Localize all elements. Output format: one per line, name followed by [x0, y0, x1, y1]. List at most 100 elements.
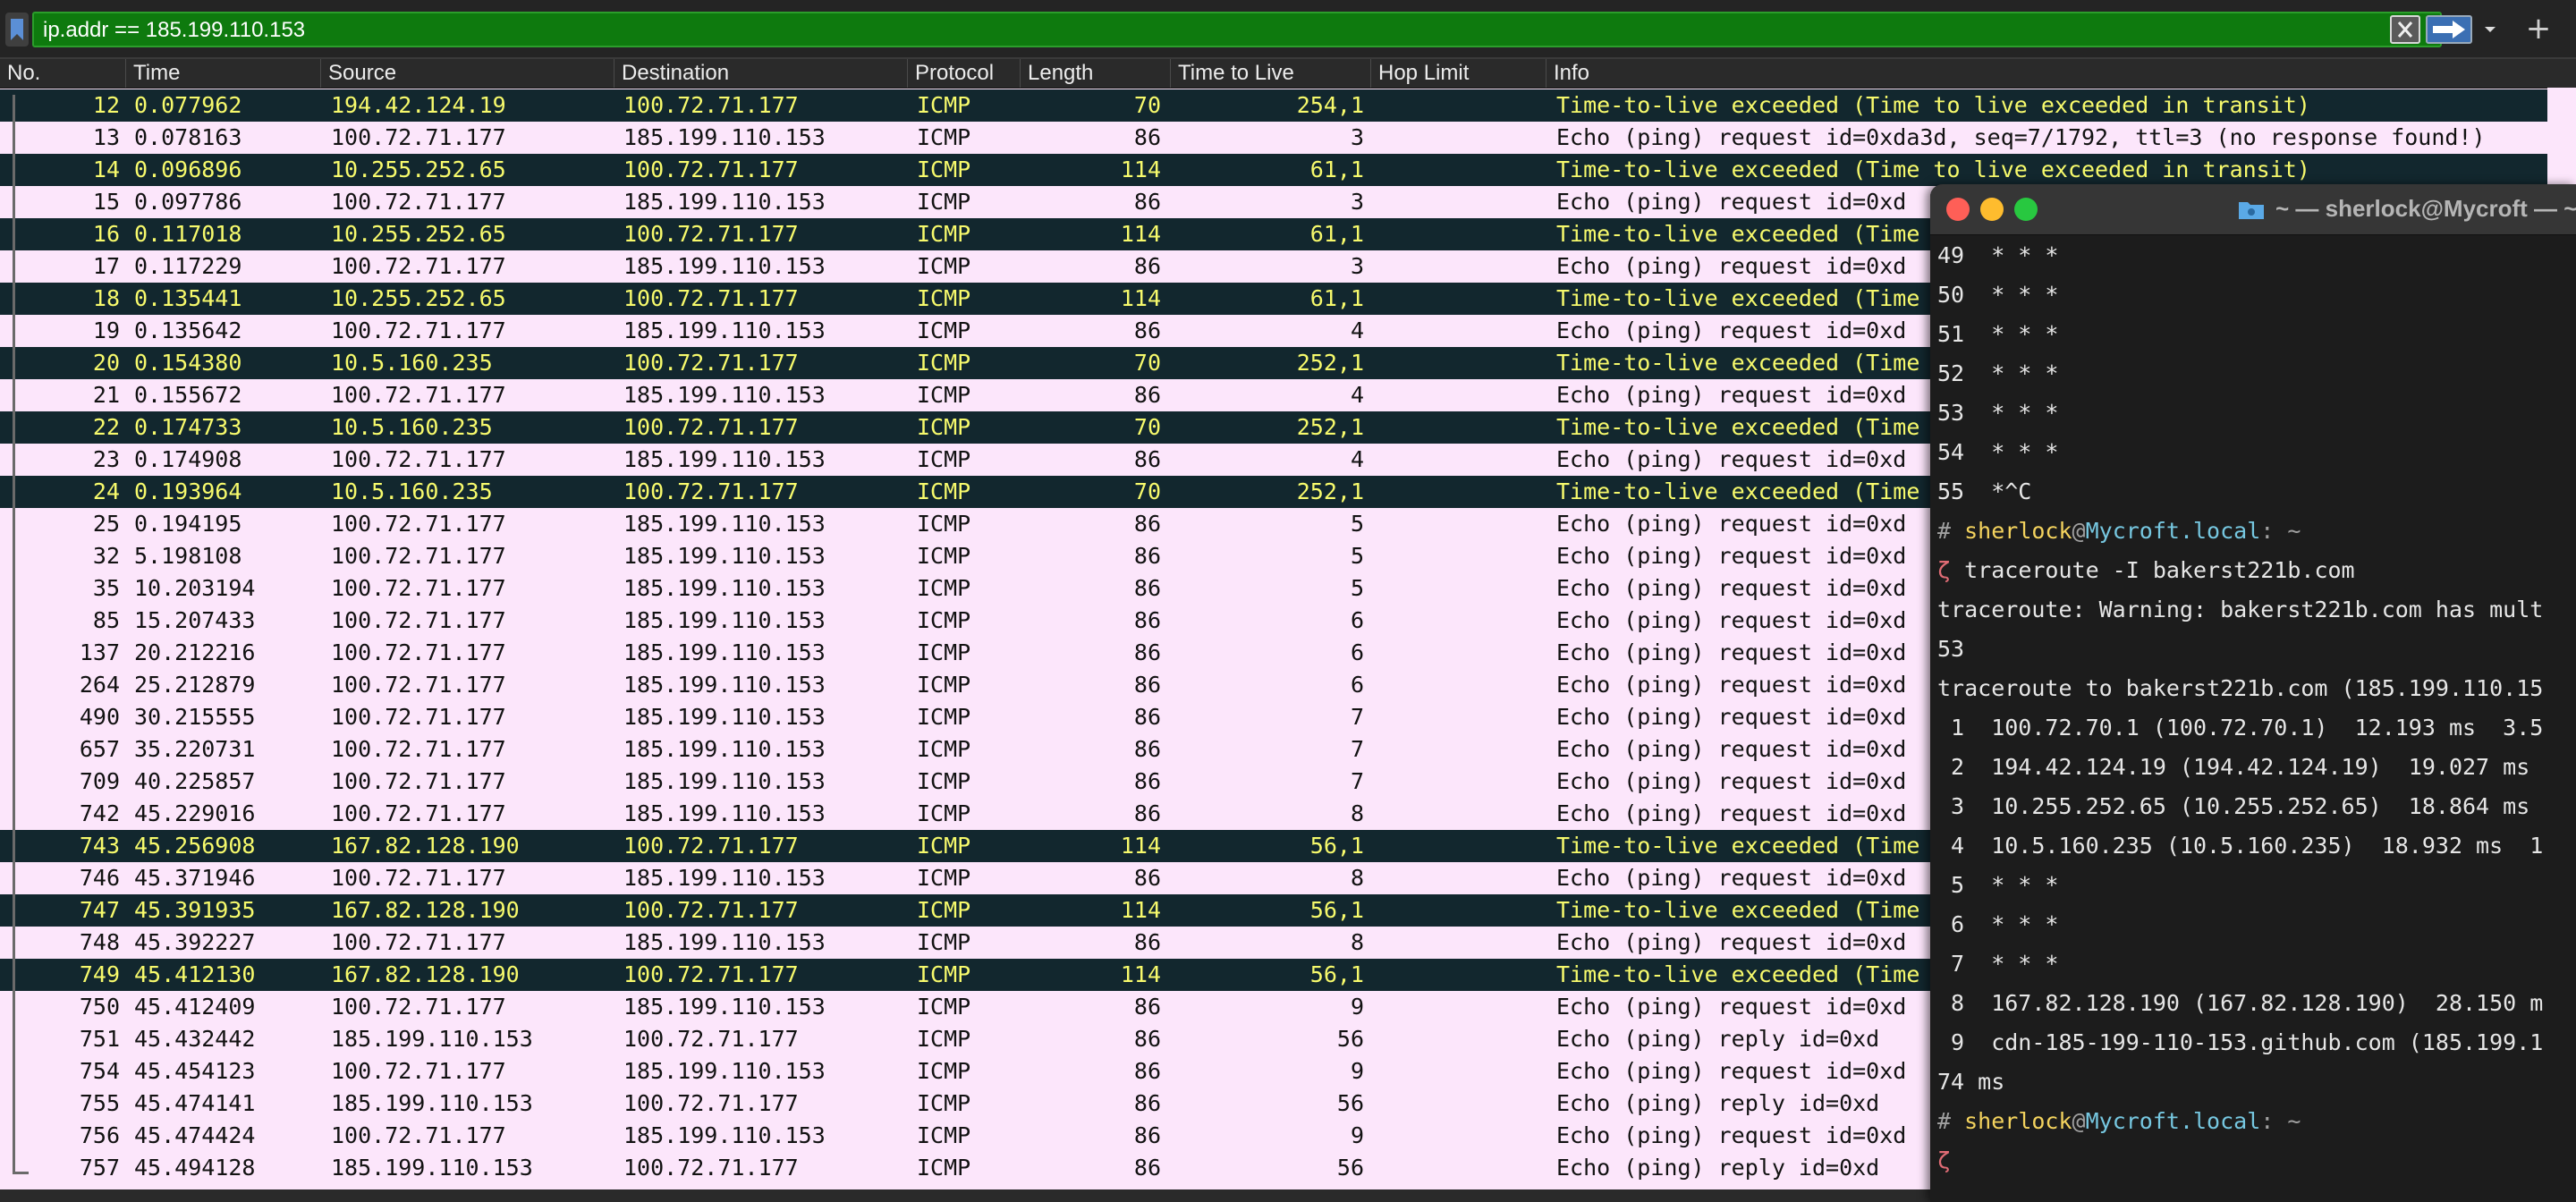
column-header-length[interactable]: Length [1020, 59, 1170, 88]
terminal-line: 3 10.255.252.65 (10.255.252.65) 18.864 m… [1937, 787, 2529, 826]
packet-protocol: ICMP [917, 929, 971, 955]
packet-number: 22 [92, 414, 120, 440]
packet-protocol: ICMP [917, 736, 971, 762]
terminal-window[interactable]: ~ — sherlock@Mycroft — ~ 49 * * * 50 * * … [1930, 184, 2576, 1202]
packet-length: 86 [1133, 1058, 1161, 1084]
packet-length: 70 [1133, 350, 1161, 376]
packet-time: 45.494128 [134, 1155, 256, 1181]
packet-number: 757 [79, 1155, 120, 1181]
column-header-time[interactable]: Time [125, 59, 320, 88]
packet-source: 100.72.71.177 [331, 800, 506, 826]
packet-ttl: 7 [1350, 768, 1364, 794]
packet-number: 754 [79, 1058, 120, 1084]
packet-destination: 100.72.71.177 [623, 478, 799, 504]
packet-row[interactable]: 13 0.078163 100.72.71.177 185.199.110.153 IC… [0, 122, 2547, 154]
packet-time: 0.193964 [134, 478, 242, 504]
column-header-destination[interactable]: Destination [614, 59, 907, 88]
prompt-path: : ~ [2260, 518, 2301, 544]
prompt-at: @ [2072, 518, 2086, 544]
window-close-button[interactable] [1946, 198, 1970, 221]
packet-ttl: 56,1 [1309, 897, 1364, 923]
packet-info: Time-to-live exceeded (Time [1556, 961, 1920, 987]
packet-source: 10.5.160.235 [331, 478, 493, 504]
packet-protocol: ICMP [917, 317, 971, 343]
column-header-source[interactable]: Source [320, 59, 614, 88]
apply-filter-button[interactable] [2426, 15, 2472, 44]
packet-protocol: ICMP [917, 478, 971, 504]
output-text: 5 * * * [1937, 872, 2059, 898]
packet-length: 114 [1120, 221, 1161, 247]
packet-length: 86 [1133, 382, 1161, 408]
chevron-down-icon [2485, 27, 2496, 32]
packet-number: 657 [79, 736, 120, 762]
packet-protocol: ICMP [917, 285, 971, 311]
packet-info: Echo (ping) request id=0xd [1556, 929, 1907, 955]
packet-number: 32 [92, 543, 120, 569]
output-text: 6 * * * [1937, 911, 2059, 937]
terminal-line: 8 167.82.128.190 (167.82.128.190) 28.150… [1937, 984, 2543, 1023]
packet-row[interactable]: 32 5.198108 100.72.71.177 185.199.110.153 IC… [0, 540, 2547, 572]
terminal-line: 4 10.5.160.235 (10.5.160.235) 18.932 ms … [1937, 826, 2543, 866]
packet-time: 25.212879 [134, 672, 256, 698]
terminal-line: traceroute to bakerst221b.com (185.199.1… [1937, 669, 2543, 708]
terminal-line: 9 cdn-185-199-110-153.github.com (185.19… [1937, 1023, 2543, 1062]
filter-history-dropdown[interactable] [2478, 15, 2503, 44]
packet-protocol: ICMP [917, 446, 971, 472]
column-header-info[interactable]: Info [1546, 59, 2576, 88]
packet-source: 100.72.71.177 [331, 124, 506, 150]
packet-info: Time-to-live exceeded (Time [1556, 414, 1920, 440]
packet-source: 100.72.71.177 [331, 929, 506, 955]
packet-length: 70 [1133, 414, 1161, 440]
packet-info: Echo (ping) request id=0xd [1556, 1058, 1907, 1084]
display-filter-input[interactable]: ip.addr == 185.199.110.153 [32, 12, 2442, 47]
filter-bookmark-button[interactable] [5, 13, 29, 47]
terminal-command-line: ζ [1937, 1141, 1951, 1181]
packet-destination: 185.199.110.153 [623, 800, 826, 826]
window-zoom-button[interactable] [2014, 198, 2038, 221]
terminal-titlebar[interactable]: ~ — sherlock@Mycroft — ~ [1930, 184, 2576, 235]
packet-protocol: ICMP [917, 897, 971, 923]
output-text: 8 167.82.128.190 (167.82.128.190) 28.150… [1937, 990, 2544, 1016]
column-header-protocol[interactable]: Protocol [907, 59, 1020, 88]
packet-source: 100.72.71.177 [331, 1122, 506, 1148]
packet-info: Echo (ping) request id=0xd [1556, 607, 1907, 633]
packet-row[interactable]: 14 0.096896 10.255.252.65 100.72.71.177 ICMP… [0, 154, 2547, 186]
clear-filter-button[interactable] [2390, 15, 2420, 44]
packet-number: 750 [79, 994, 120, 1020]
packet-number: 137 [79, 639, 120, 665]
packet-source: 10.255.252.65 [331, 157, 506, 182]
packet-protocol: ICMP [917, 1058, 971, 1084]
packet-ttl: 3 [1350, 124, 1364, 150]
packet-length: 86 [1133, 865, 1161, 891]
packet-destination: 100.72.71.177 [623, 1090, 799, 1116]
packet-length: 86 [1133, 994, 1161, 1020]
packet-time: 35.220731 [134, 736, 256, 762]
window-minimize-button[interactable] [1980, 198, 2004, 221]
add-filter-button[interactable]: + [2525, 11, 2552, 47]
terminal-line: 54 * * * [1937, 433, 2058, 472]
column-header-hop-limit[interactable]: Hop Limit [1370, 59, 1546, 88]
packet-number: 709 [79, 768, 120, 794]
packet-ttl: 6 [1350, 607, 1364, 633]
output-text: 4 10.5.160.235 (10.5.160.235) 18.932 ms … [1937, 833, 2544, 859]
column-header-no[interactable]: No. [7, 61, 41, 85]
packet-number: 743 [79, 833, 120, 859]
packet-ttl: 61,1 [1309, 221, 1364, 247]
packet-protocol: ICMP [917, 253, 971, 279]
packet-time: 0.096896 [134, 157, 242, 182]
terminal-line: traceroute: Warning: bakerst221b.com has… [1937, 590, 2543, 630]
packet-destination: 185.199.110.153 [623, 768, 826, 794]
packet-info: Echo (ping) request id=0xd [1556, 704, 1907, 730]
packet-ttl: 56 [1336, 1026, 1364, 1052]
display-filter-text: ip.addr == 185.199.110.153 [43, 18, 306, 42]
packet-protocol: ICMP [917, 865, 971, 891]
packet-ttl: 252,1 [1296, 478, 1364, 504]
packet-source: 100.72.71.177 [331, 575, 506, 601]
packet-source: 100.72.71.177 [331, 865, 506, 891]
packet-time: 0.078163 [134, 124, 242, 150]
packet-destination: 100.72.71.177 [623, 157, 799, 182]
packet-ttl: 4 [1350, 317, 1364, 343]
packet-row[interactable]: 12 0.077962 194.42.124.19 100.72.71.177 ICMP… [0, 89, 2547, 122]
column-header-time-to-live[interactable]: Time to Live [1170, 59, 1370, 88]
packet-info: Echo (ping) reply id=0xd [1556, 1026, 1880, 1052]
